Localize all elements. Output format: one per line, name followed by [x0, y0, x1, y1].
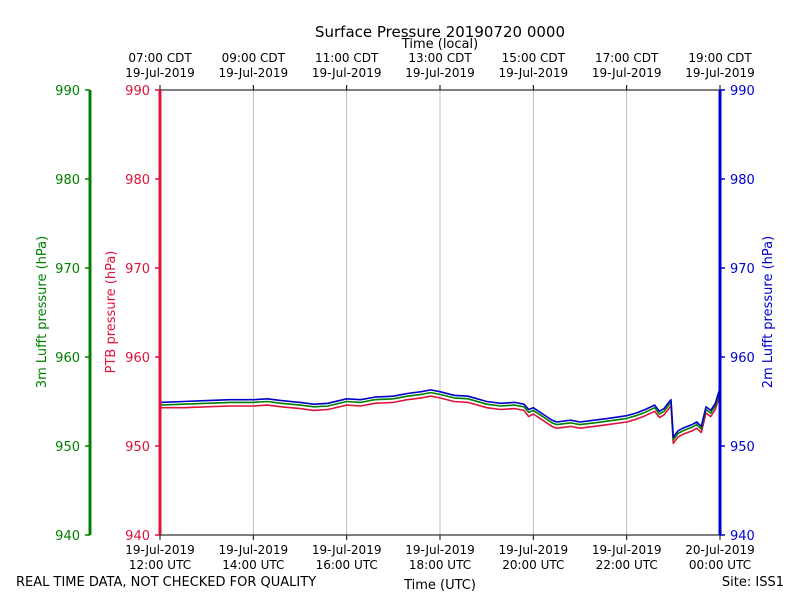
y-axis-label-ptb: PTB pressure (hPa): [104, 251, 119, 374]
x-tick-label-local-time: 11:00 CDT: [315, 51, 379, 65]
top-axis-label: Time (local): [401, 37, 478, 52]
y-axis-label-2m-lufft: 2m Lufft pressure (hPa): [761, 236, 776, 388]
y-tick-label-ptb: 940: [125, 529, 150, 544]
x-tick-label-utc: 22:00 UTC: [596, 558, 658, 572]
x-tick-label-local-date: 19-Jul-2019: [125, 66, 195, 80]
x-tick-label-local-date: 19-Jul-2019: [405, 66, 475, 80]
y-tick-label-ptb: 980: [125, 173, 150, 188]
x-tick-label-date: 19-Jul-2019: [125, 543, 195, 557]
y-axis-label-3m-lufft: 3m Lufft pressure (hPa): [35, 236, 50, 388]
y-tick-label-2m-lufft: 970: [730, 262, 755, 277]
x-tick-label-utc: 00:00 UTC: [689, 558, 751, 572]
y-tick-label-2m-lufft: 940: [730, 529, 755, 544]
quality-disclaimer: REAL TIME DATA, NOT CHECKED FOR QUALITY: [16, 575, 317, 590]
x-tick-label-local-time: 17:00 CDT: [595, 51, 659, 65]
series-line-ptb: [160, 394, 721, 445]
x-tick-label-local-date: 19-Jul-2019: [592, 66, 662, 80]
x-tick-label-local-date: 19-Jul-2019: [219, 66, 289, 80]
y-tick-label-ptb: 950: [125, 440, 150, 455]
y-tick-label-2m-lufft: 990: [730, 84, 755, 99]
x-tick-label-date: 20-Jul-2019: [685, 543, 755, 557]
x-tick-label-utc: 20:00 UTC: [502, 558, 564, 572]
x-tick-label-local-time: 09:00 CDT: [222, 51, 286, 65]
series-line-2m-lufft: [159, 387, 721, 438]
y-tick-label-3m-lufft: 980: [55, 173, 80, 188]
x-tick-label-local-time: 13:00 CDT: [408, 51, 472, 65]
y-tick-label-3m-lufft: 940: [55, 529, 80, 544]
y-tick-label-ptb: 960: [125, 351, 150, 366]
x-tick-label-local-date: 19-Jul-2019: [685, 66, 755, 80]
site-label: Site: ISS1: [721, 575, 784, 590]
x-tick-label-date: 19-Jul-2019: [405, 543, 475, 557]
x-tick-label-utc: 16:00 UTC: [316, 558, 378, 572]
x-tick-label-local-time: 15:00 CDT: [502, 51, 566, 65]
y-tick-label-2m-lufft: 960: [730, 351, 755, 366]
x-axis-label: Time (UTC): [403, 578, 476, 593]
x-tick-label-date: 19-Jul-2019: [499, 543, 569, 557]
y-tick-label-3m-lufft: 960: [55, 351, 80, 366]
x-tick-label-local-time: 19:00 CDT: [688, 51, 752, 65]
y-tick-label-3m-lufft: 970: [55, 262, 80, 277]
y-tick-label-ptb: 990: [125, 84, 150, 99]
x-tick-label-local-time: 07:00 CDT: [128, 51, 192, 65]
x-tick-label-date: 19-Jul-2019: [219, 543, 289, 557]
x-tick-label-utc: 12:00 UTC: [129, 558, 191, 572]
y-tick-label-2m-lufft: 950: [730, 440, 755, 455]
y-tick-label-ptb: 970: [125, 262, 150, 277]
y-tick-label-2m-lufft: 980: [730, 173, 755, 188]
y-tick-label-3m-lufft: 950: [55, 440, 80, 455]
x-tick-label-utc: 14:00 UTC: [222, 558, 284, 572]
x-tick-label-local-date: 19-Jul-2019: [499, 66, 569, 80]
x-tick-label-utc: 18:00 UTC: [409, 558, 471, 572]
chart-title: Surface Pressure 20190720 0000: [315, 23, 565, 41]
y-tick-label-3m-lufft: 990: [55, 84, 80, 99]
x-tick-label-local-date: 19-Jul-2019: [312, 66, 382, 80]
x-tick-label-date: 19-Jul-2019: [592, 543, 662, 557]
x-tick-label-date: 19-Jul-2019: [312, 543, 382, 557]
series-line-3m-lufft: [159, 390, 721, 441]
